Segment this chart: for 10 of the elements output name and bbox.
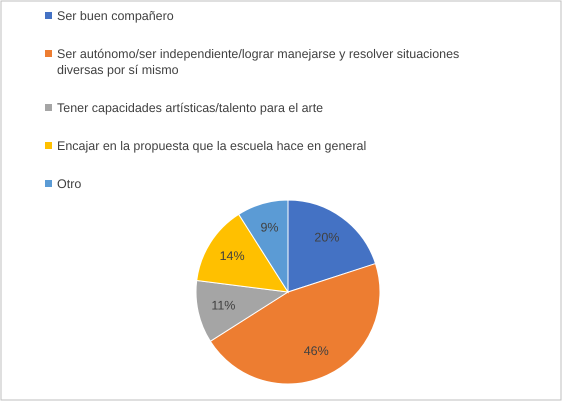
legend-label: Tener capacidades artísticas/talento para el arte <box>57 101 324 115</box>
legend-label: Encajar en la propuesta que la escuela hace en general <box>57 139 366 153</box>
legend-label: Ser autónomo/ser independiente/lograr manejarse y resolver situaciones diversas por sí mismo <box>57 47 460 77</box>
legend-label: Otro <box>57 177 82 191</box>
data-label: 46% <box>304 344 329 358</box>
data-label: 14% <box>220 248 245 263</box>
data-label: 20% <box>314 230 340 245</box>
data-label: 11% <box>211 298 236 313</box>
data-label: 9% <box>260 220 279 235</box>
legend-label: Ser buen compañero <box>57 9 174 23</box>
